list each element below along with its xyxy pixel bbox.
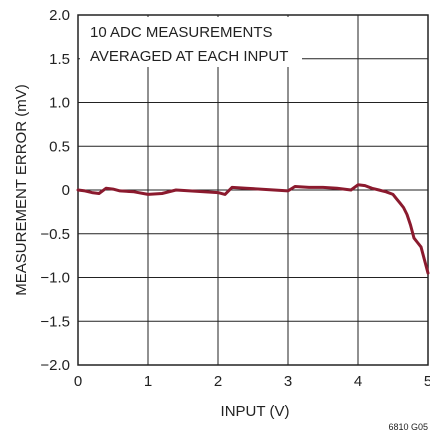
x-tick-labels: 0 1 2 3 4 5	[74, 373, 430, 390]
x-tick-label: 0	[74, 373, 82, 390]
x-axis-label: INPUT (V)	[221, 403, 290, 420]
x-tick-label: 4	[354, 373, 362, 390]
x-tick-label: 5	[424, 373, 430, 390]
annotation-line-2: AVERAGED AT EACH INPUT	[90, 48, 288, 65]
y-tick-label: 1.5	[49, 51, 70, 68]
y-tick-labels: 2.0 1.5 1.0 0.5 0 −0.5 −1.0 −1.5 −2.0	[40, 7, 70, 374]
y-axis-label: MEASUREMENT ERROR (mV)	[13, 84, 30, 295]
y-tick-label: −1.0	[40, 270, 70, 287]
y-tick-label: 2.0	[49, 7, 70, 24]
y-tick-label: −0.5	[40, 226, 70, 243]
annotation-background	[80, 17, 302, 67]
x-tick-label: 2	[214, 373, 222, 390]
series-layer	[76, 183, 430, 275]
series-line	[76, 183, 430, 275]
y-tick-label: −1.5	[40, 313, 70, 330]
figure-id: 6810 G05	[388, 422, 428, 432]
x-tick-label: 1	[144, 373, 152, 390]
annotation: 10 ADC MEASUREMENTS AVERAGED AT EACH INP…	[80, 17, 302, 67]
x-tick-label: 3	[284, 373, 292, 390]
y-tick-label: 0	[62, 182, 70, 199]
annotation-line-1: 10 ADC MEASUREMENTS	[90, 24, 273, 41]
y-tick-label: −2.0	[40, 357, 70, 374]
y-tick-label: 0.5	[49, 138, 70, 155]
y-tick-label: 1.0	[49, 95, 70, 112]
